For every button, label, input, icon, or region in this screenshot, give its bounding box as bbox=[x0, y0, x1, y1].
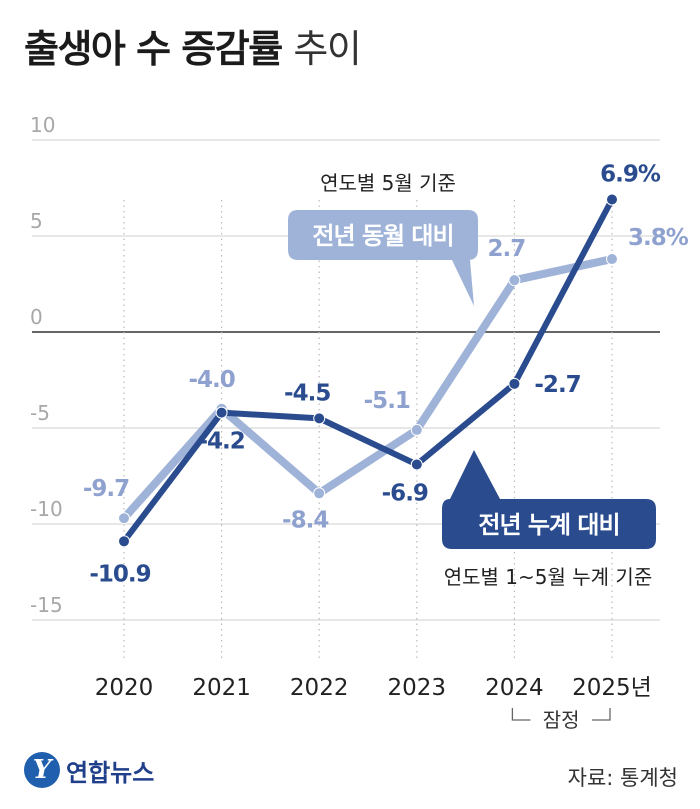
y-tick-label: 0 bbox=[30, 305, 43, 329]
light-series-point bbox=[118, 512, 130, 525]
dark-series-point bbox=[606, 193, 618, 206]
x-tick-label: 2022 bbox=[290, 675, 349, 701]
y-tick-label: -5 bbox=[30, 401, 50, 425]
chart-title: 출생아 수 증감률 추이 bbox=[24, 18, 362, 73]
dark-series-point bbox=[410, 458, 423, 471]
dark-series-point bbox=[313, 412, 326, 425]
x-tick-label: 2023 bbox=[388, 675, 447, 701]
dark-series-callout-label: 전년 누계 대비 bbox=[478, 511, 619, 539]
dark-series-point bbox=[118, 535, 130, 548]
dark-series-note: 연도별 1~5월 누계 기준 bbox=[444, 565, 652, 589]
light-series-point bbox=[410, 423, 423, 436]
data-labels: -9.7 -4.0 -8.4 -5.1 2.7 3.8% -10.9 -4.2 -4.5 -6.9… bbox=[83, 162, 690, 588]
x-tick-label: 2020 bbox=[95, 675, 154, 701]
dark-series-point bbox=[215, 406, 228, 419]
light-series-point bbox=[508, 274, 521, 287]
light-series-line bbox=[120, 255, 616, 523]
y-tick-label: 5 bbox=[30, 209, 43, 233]
y-axis: 10 5 0 -5 -10 -15 bbox=[30, 113, 63, 617]
light-series-note: 연도별 5월 기준 bbox=[320, 171, 456, 195]
logo-mark-icon: Y bbox=[24, 752, 60, 788]
light-data-label: -8.4 bbox=[282, 507, 328, 533]
light-series-point bbox=[313, 487, 326, 500]
light-data-label: -9.7 bbox=[83, 476, 129, 502]
title-light: 추이 bbox=[293, 27, 361, 71]
provisional-bracket-left bbox=[511, 708, 531, 721]
dark-data-label: -4.2 bbox=[198, 429, 244, 455]
dark-data-label: -2.7 bbox=[534, 372, 580, 398]
light-data-label: -5.1 bbox=[364, 388, 410, 414]
x-tick-label: 2025년 bbox=[572, 675, 652, 701]
yonhap-logo: Y 연합뉴스 bbox=[24, 752, 154, 788]
light-series-point bbox=[606, 253, 618, 266]
dark-data-label: -6.9 bbox=[382, 480, 428, 506]
dark-data-label: -10.9 bbox=[89, 561, 150, 587]
x-tick-label: 2024 bbox=[485, 675, 544, 701]
y-tick-label: -10 bbox=[30, 497, 63, 521]
light-series-callout-box bbox=[288, 210, 478, 306]
dark-series-callout-box bbox=[442, 450, 656, 549]
source-note: 자료: 통계청 bbox=[567, 766, 678, 790]
y-tick-label: 10 bbox=[30, 113, 55, 137]
series bbox=[118, 193, 618, 548]
provisional-label: 잠정 bbox=[543, 708, 580, 732]
x-tick-label: 2021 bbox=[192, 675, 251, 701]
light-data-label: -4.0 bbox=[188, 367, 234, 393]
light-data-label: 3.8% bbox=[628, 225, 689, 251]
dark-series-line bbox=[121, 196, 615, 545]
y-tick-label: -15 bbox=[30, 593, 63, 617]
dark-series-point bbox=[508, 377, 521, 390]
provisional-bracket-right bbox=[592, 708, 611, 721]
dark-data-label: -4.5 bbox=[284, 380, 330, 406]
light-series-callout-label: 전년 동월 대비 bbox=[312, 222, 453, 250]
light-data-label: 2.7 bbox=[488, 236, 526, 262]
title-bold: 출생아 수 증감률 bbox=[24, 27, 283, 71]
dark-data-label: 6.9% bbox=[600, 162, 661, 188]
logo-name: 연합뉴스 bbox=[66, 758, 155, 787]
